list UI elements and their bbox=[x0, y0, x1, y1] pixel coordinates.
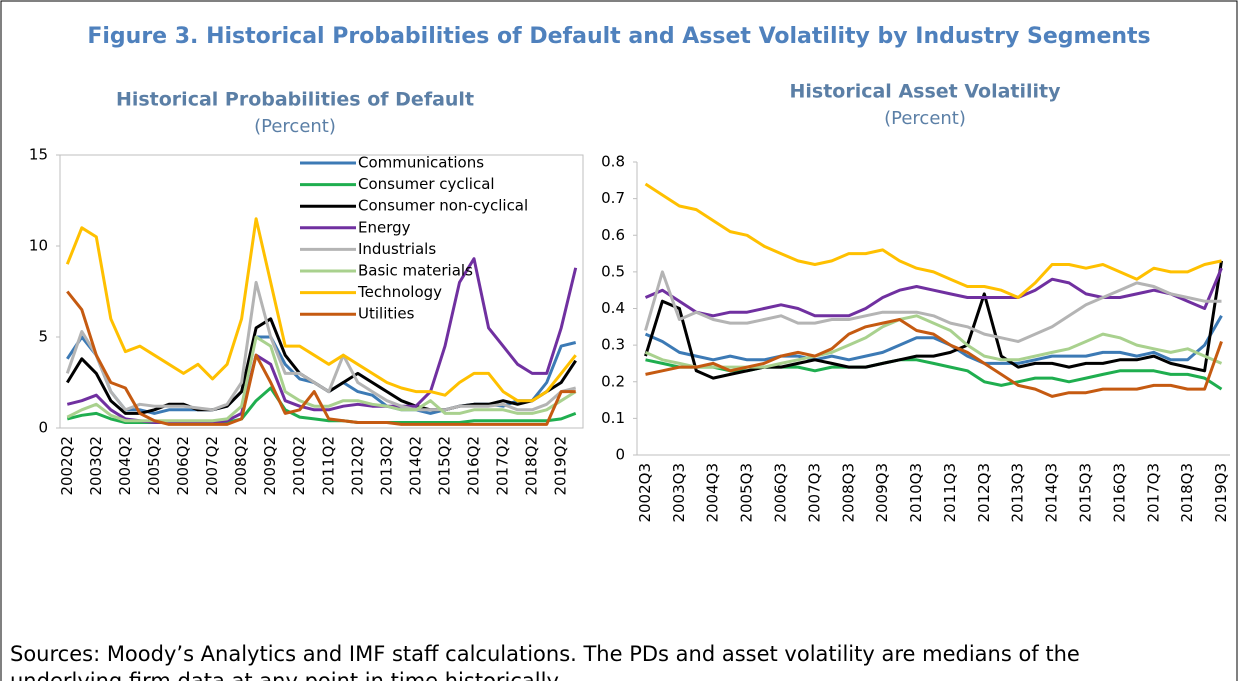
legend-label: Utilities bbox=[358, 305, 415, 323]
legend-label: Consumer non-cyclical bbox=[358, 197, 528, 215]
series-line bbox=[66, 317, 577, 415]
series-line bbox=[644, 182, 1222, 299]
x-tick-label: 2007Q3 bbox=[805, 463, 823, 523]
y-tick-label: 0.7 bbox=[601, 189, 625, 207]
x-tick-label: 2006Q2 bbox=[174, 436, 192, 496]
chart-title: Historical Probabilities of Default bbox=[116, 89, 474, 111]
chart-subtitle: (Percent) bbox=[254, 116, 336, 137]
x-tick-label: 2016Q2 bbox=[465, 436, 483, 496]
legend-label: Basic materials bbox=[358, 262, 473, 280]
x-tick-label: 2014Q3 bbox=[1043, 463, 1061, 523]
y-tick-label: 0.3 bbox=[601, 336, 625, 354]
series-line bbox=[66, 290, 576, 426]
chart-subtitle: (Percent) bbox=[884, 108, 966, 129]
series-line bbox=[644, 260, 1223, 380]
x-tick-label: 2012Q2 bbox=[348, 436, 366, 496]
x-tick-label: 2011Q3 bbox=[941, 463, 959, 523]
x-tick-label: 2003Q2 bbox=[87, 436, 105, 496]
y-tick-label: 0.8 bbox=[601, 153, 625, 171]
y-tick-label: 10 bbox=[29, 237, 48, 255]
y-tick-label: 15 bbox=[29, 146, 48, 164]
chart-title: Historical Asset Volatility bbox=[789, 81, 1061, 103]
x-tick-label: 2015Q2 bbox=[435, 436, 453, 496]
x-tick-label: 2008Q3 bbox=[839, 463, 857, 523]
legend-label: Energy bbox=[358, 218, 411, 236]
y-tick-label: 0.1 bbox=[601, 409, 625, 427]
series-line bbox=[645, 318, 1223, 398]
x-tick-label: 2014Q2 bbox=[406, 436, 424, 496]
legend-label: Technology bbox=[357, 283, 442, 301]
x-tick-label: 2009Q3 bbox=[873, 463, 891, 523]
y-tick-label: 0.5 bbox=[601, 262, 625, 280]
x-tick-label: 2011Q2 bbox=[319, 436, 337, 496]
y-tick-label: 0.2 bbox=[601, 372, 625, 390]
x-tick-label: 2017Q2 bbox=[494, 436, 512, 496]
y-tick-label: 0.6 bbox=[601, 226, 625, 244]
x-tick-label: 2008Q2 bbox=[232, 436, 250, 496]
y-tick-label: 0.4 bbox=[601, 299, 625, 317]
y-tick-label: 5 bbox=[38, 328, 48, 346]
x-tick-label: 2010Q3 bbox=[907, 463, 925, 523]
x-tick-label: 2019Q2 bbox=[552, 436, 570, 496]
x-tick-label: 2005Q2 bbox=[145, 436, 163, 496]
x-tick-label: 2007Q2 bbox=[203, 436, 221, 496]
x-tick-label: 2004Q2 bbox=[116, 436, 134, 496]
series-line bbox=[644, 270, 1222, 343]
source-note: Sources: Moody’s Analytics and IMF staff… bbox=[10, 642, 1080, 666]
series-line bbox=[644, 315, 1223, 365]
series-line bbox=[65, 217, 577, 403]
x-tick-label: 2006Q3 bbox=[772, 463, 790, 523]
y-tick-label: 0 bbox=[38, 419, 48, 437]
legend-label: Communications bbox=[358, 154, 484, 172]
x-tick-label: 2016Q3 bbox=[1110, 463, 1128, 523]
figure-title: Figure 3. Historical Probabilities of De… bbox=[87, 24, 1150, 49]
series-line bbox=[65, 280, 577, 412]
x-tick-label: 2018Q3 bbox=[1178, 463, 1196, 523]
legend-label: Consumer cyclical bbox=[358, 175, 495, 193]
x-tick-label: 2013Q3 bbox=[1009, 463, 1027, 523]
series-line bbox=[66, 257, 578, 424]
x-tick-label: 2004Q3 bbox=[704, 463, 722, 523]
series-line bbox=[644, 267, 1223, 318]
x-tick-label: 2019Q3 bbox=[1212, 463, 1230, 523]
x-tick-label: 2002Q2 bbox=[58, 436, 76, 496]
x-tick-label: 2015Q3 bbox=[1076, 463, 1094, 523]
x-tick-label: 2002Q3 bbox=[636, 463, 654, 523]
x-tick-label: 2018Q2 bbox=[523, 436, 541, 496]
x-tick-label: 2017Q3 bbox=[1144, 463, 1162, 523]
y-tick-label: 0 bbox=[615, 446, 625, 464]
x-tick-label: 2009Q2 bbox=[261, 436, 279, 496]
x-tick-label: 2003Q3 bbox=[670, 463, 688, 523]
x-tick-label: 2012Q3 bbox=[975, 463, 993, 523]
x-tick-label: 2010Q2 bbox=[290, 436, 308, 496]
source-note: underlying firm data at any point in tim… bbox=[10, 669, 563, 681]
x-tick-label: 2005Q3 bbox=[738, 463, 756, 523]
legend-label: Industrials bbox=[358, 240, 436, 258]
x-tick-label: 2013Q2 bbox=[377, 436, 395, 496]
